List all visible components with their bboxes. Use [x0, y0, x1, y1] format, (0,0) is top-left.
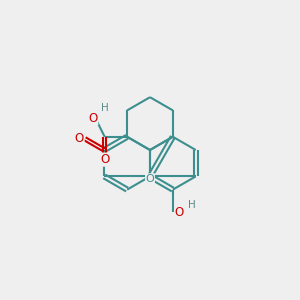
- Text: H: H: [100, 103, 108, 113]
- Text: O: O: [175, 206, 184, 218]
- Text: O: O: [88, 112, 98, 125]
- Text: H: H: [188, 200, 196, 210]
- Text: O: O: [146, 174, 154, 184]
- Text: O: O: [100, 153, 109, 166]
- Text: O: O: [75, 132, 84, 145]
